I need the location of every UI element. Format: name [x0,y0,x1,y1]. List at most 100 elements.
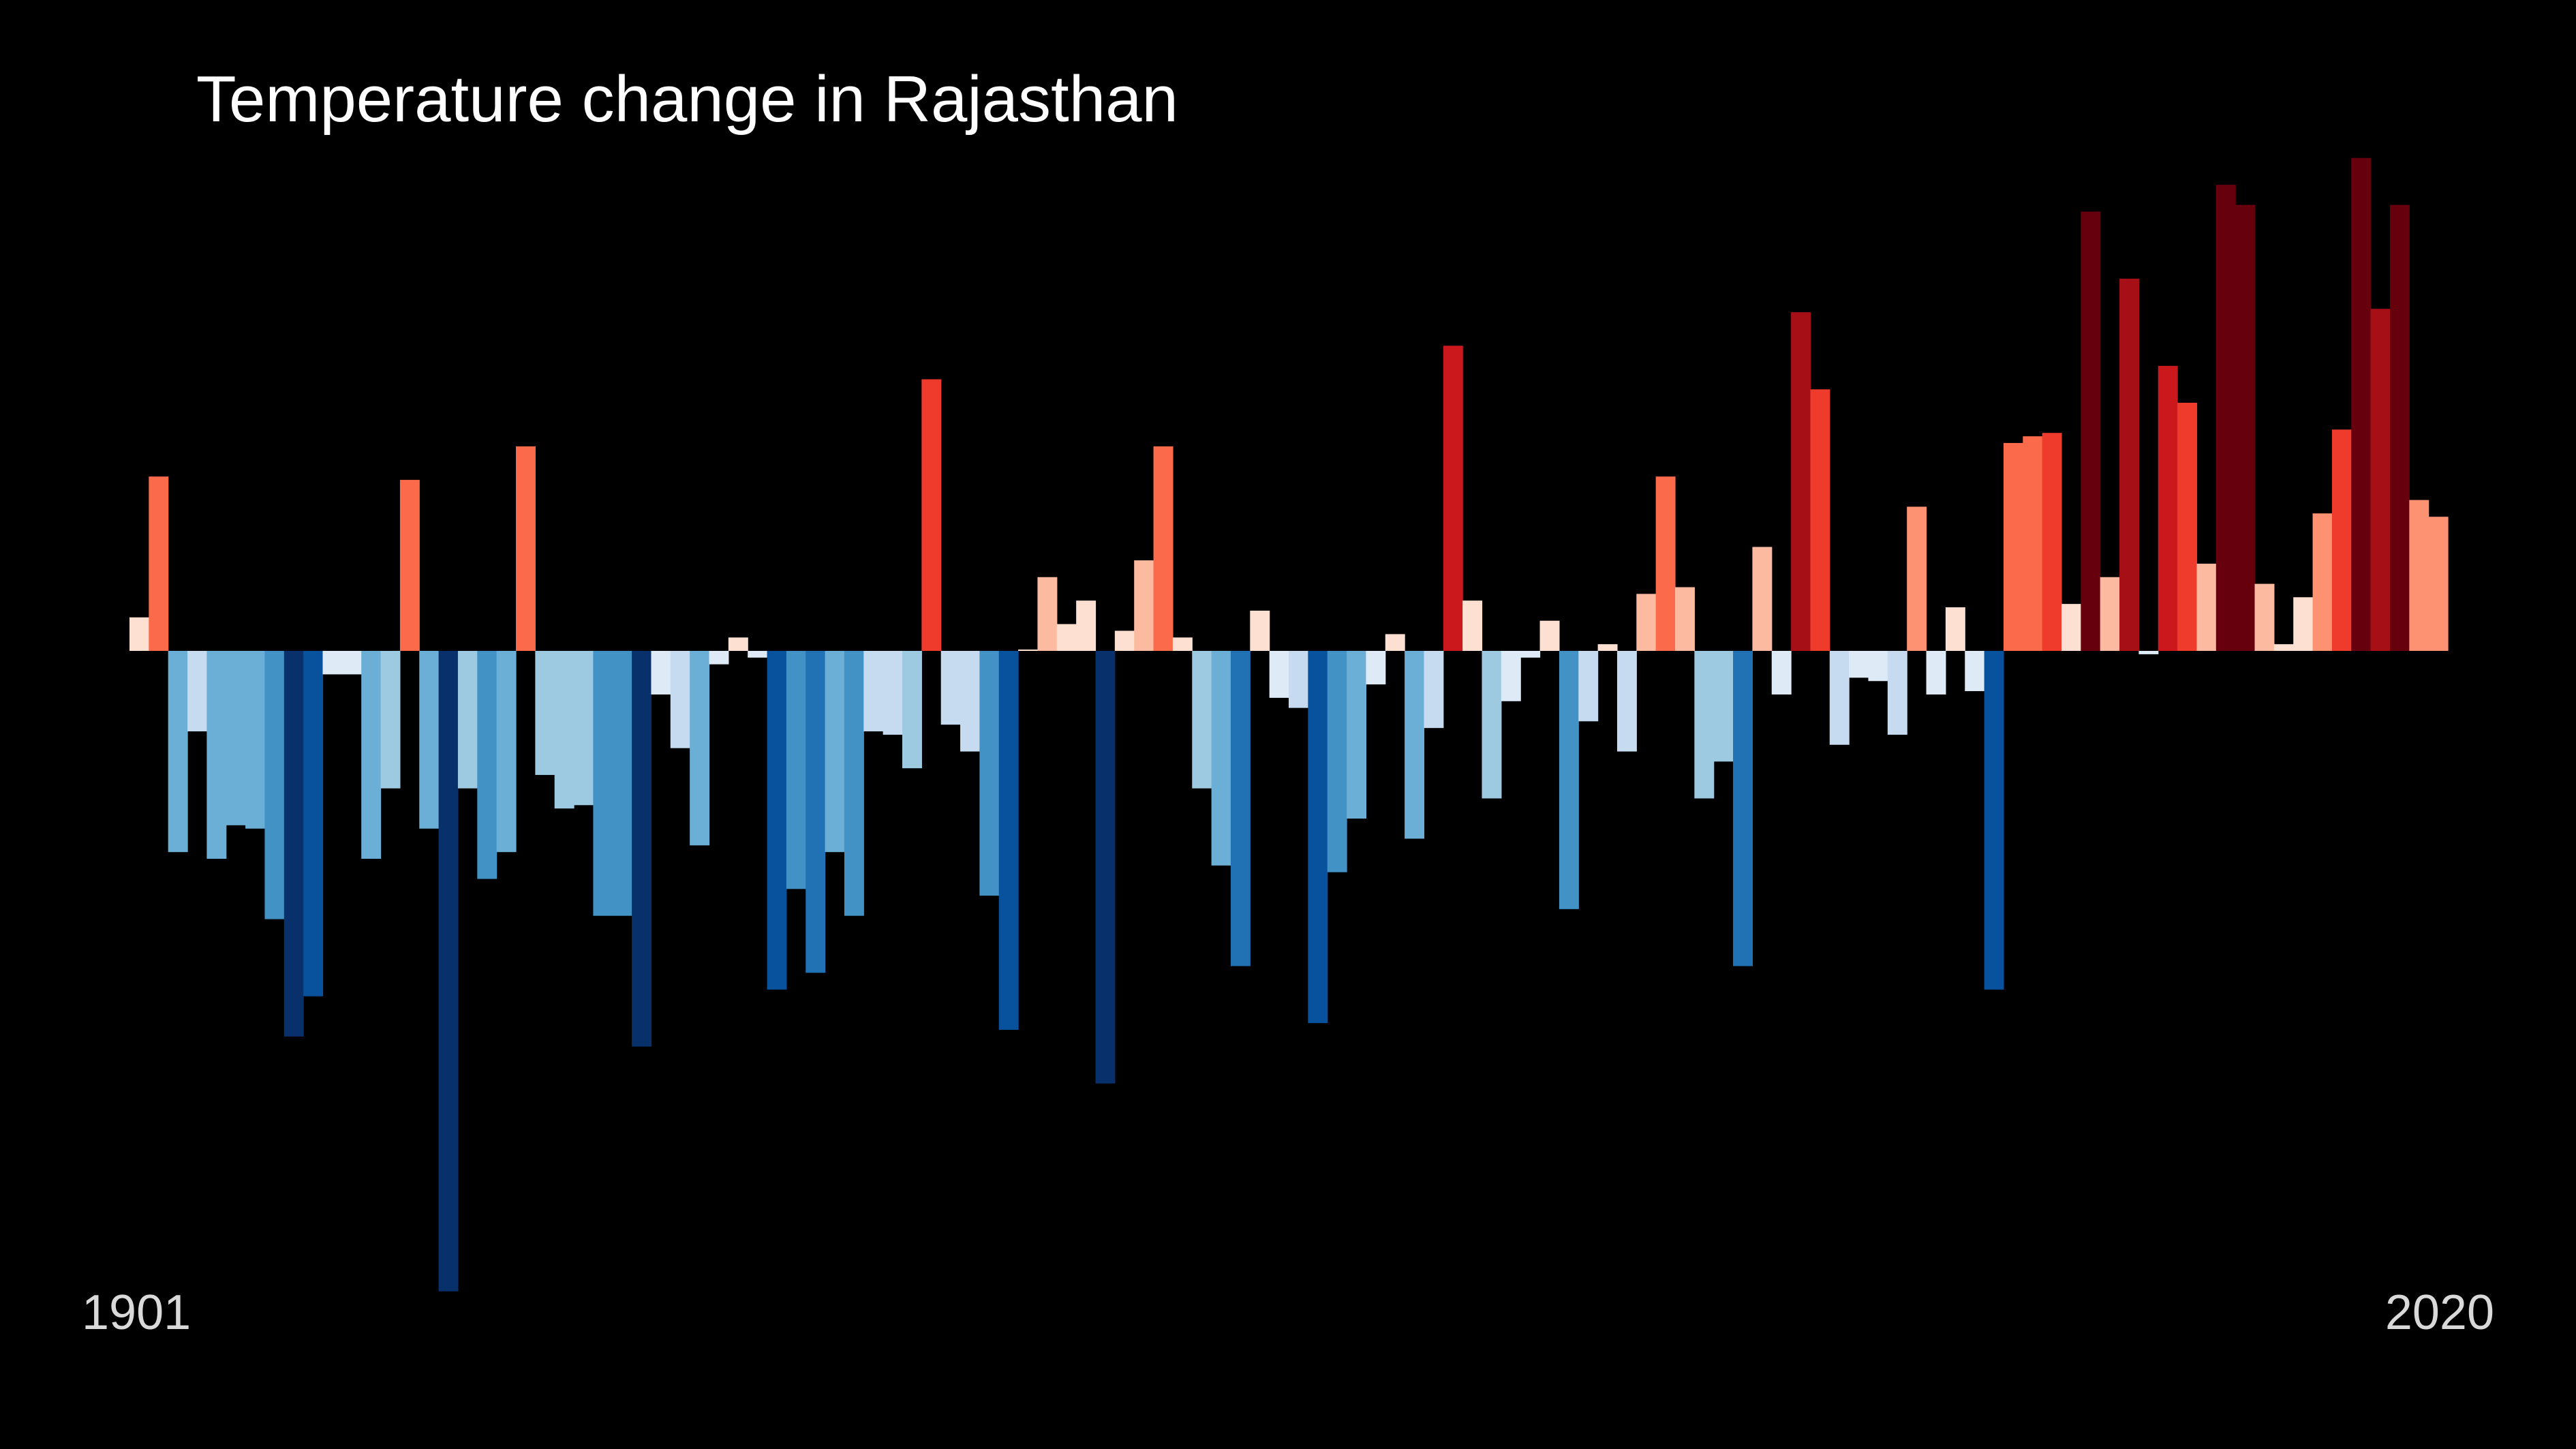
bar-1942 [921,379,942,651]
bar-1993 [1907,506,1927,651]
bar-1927 [632,651,652,1047]
bar-1966 [1385,634,1405,651]
bar-1983 [1713,651,1734,762]
bar-1904 [187,651,207,732]
bar-1955 [1172,637,1193,651]
bar-1926 [612,651,632,916]
bar-1976 [1578,651,1599,722]
bar-1977 [1597,644,1618,651]
bar-1987 [1791,312,1811,651]
bar-2016 [2351,157,2372,651]
bar-1948 [1037,577,1058,651]
bar-1972 [1501,651,1521,701]
bar-1902 [149,476,169,651]
chart-title: Temperature change in Rajasthan [196,63,1178,136]
bar-1992 [1887,651,1907,735]
bar-1914 [380,651,401,789]
bar-1934 [767,651,787,990]
bar-2015 [2331,429,2352,651]
bar-1943 [940,651,961,725]
bar-1903 [168,651,188,853]
bar-1985 [1752,547,1773,651]
bar-1982 [1694,651,1715,799]
bar-1967 [1405,651,1425,839]
bar-1910 [303,651,324,996]
bar-2018 [2389,204,2410,651]
bar-1969 [1443,346,1463,651]
bar-1954 [1153,446,1174,651]
bar-2007 [2177,402,2198,651]
bar-1989 [1829,651,1850,745]
bar-1978 [1616,651,1637,752]
bar-1952 [1114,630,1135,651]
bar-1911 [322,651,343,675]
bar-1975 [1559,651,1579,909]
bar-1932 [728,637,748,651]
bar-1990 [1849,651,1869,678]
bar-1924 [574,651,594,806]
bar-1961 [1289,651,1308,708]
bar-1947 [1018,650,1039,651]
bar-1919 [477,651,497,879]
bar-1971 [1482,651,1502,799]
bar-2019 [2409,500,2429,651]
bar-1935 [786,651,806,889]
bar-1984 [1733,651,1753,966]
bar-1909 [283,651,304,1037]
bar-1939 [863,651,884,732]
bar-1931 [709,651,729,665]
bar-1937 [825,651,845,853]
bar-1999 [2023,436,2043,651]
bar-1928 [651,651,671,695]
bar-1941 [902,651,922,769]
bar-1930 [690,651,710,846]
bar-1946 [998,651,1019,1030]
bar-1995 [1945,607,1965,651]
bar-1950 [1076,600,1097,651]
bar-2009 [2215,185,2236,651]
bar-1940 [883,651,903,735]
bar-1965 [1366,651,1386,685]
bar-1908 [264,651,285,919]
end-year-label: 2020 [2385,1285,2494,1340]
bar-1960 [1269,651,1289,698]
bar-1974 [1539,620,1560,651]
bar-1970 [1462,600,1483,651]
bar-1944 [960,651,980,752]
bar-1949 [1056,624,1077,651]
bar-1998 [2003,442,2023,651]
bar-1951 [1095,651,1116,1084]
bar-1921 [516,446,536,651]
bar-2011 [2254,583,2275,651]
start-year-label: 1901 [82,1285,191,1340]
bar-1957 [1211,651,1231,866]
bar-2008 [2196,564,2217,651]
bar-1917 [438,651,459,1292]
bar-1906 [226,651,246,825]
bar-1988 [1810,389,1830,651]
bar-1981 [1675,587,1695,651]
bar-1979 [1636,594,1657,651]
bar-1918 [457,651,478,789]
bar-1923 [554,651,574,809]
bar-2001 [2061,604,2081,651]
bar-1933 [748,651,768,658]
bar-1996 [1965,651,1985,692]
bar-2002 [2081,211,2101,652]
bar-1922 [535,651,555,776]
bar-1901 [129,617,149,651]
bar-1973 [1520,651,1541,658]
bar-1915 [399,480,420,651]
bar-1953 [1134,560,1154,651]
bar-2000 [2042,433,2062,651]
bar-1920 [496,651,517,853]
bar-1929 [670,651,690,748]
bar-1964 [1347,651,1366,819]
bar-2005 [2138,651,2159,654]
bar-1986 [1771,651,1792,695]
bar-1913 [361,651,382,859]
bar-1994 [1926,651,1946,695]
bar-1907 [245,651,266,829]
bar-1997 [1984,651,2004,990]
